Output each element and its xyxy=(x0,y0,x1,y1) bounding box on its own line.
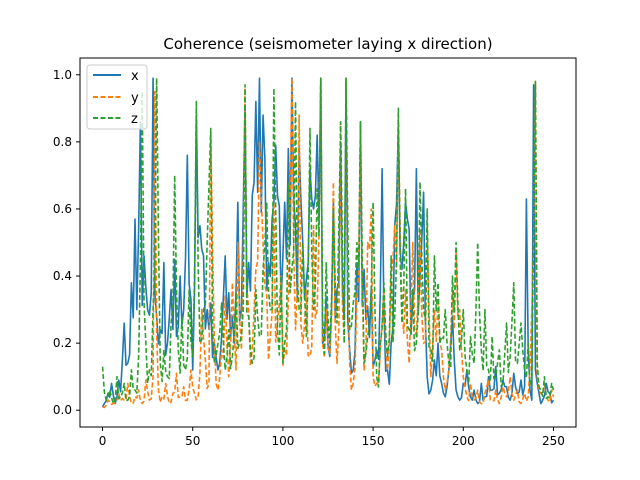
y-tick-label: 0.8 xyxy=(53,135,72,149)
series-lines xyxy=(101,77,555,409)
y-tick-label: 0.4 xyxy=(53,269,72,283)
series-line-z xyxy=(101,77,555,405)
legend-label-z: z xyxy=(131,112,138,127)
plot-area xyxy=(101,77,555,409)
legend: x y z xyxy=(86,64,148,130)
y-tick-label: 0.0 xyxy=(53,403,72,417)
y-tick-label: 0.2 xyxy=(53,336,72,350)
y-tick-label: 1.0 xyxy=(53,68,72,82)
legend-label-x: x xyxy=(131,69,139,84)
axes-frame xyxy=(79,57,577,428)
x-tick-label: 0 xyxy=(99,434,107,448)
y-axis: 0.0 0.2 0.4 0.6 0.8 1.0 xyxy=(53,68,80,417)
x-tick-label: 100 xyxy=(271,434,294,448)
x-tick-label: 150 xyxy=(362,434,385,448)
x-tick-label: 250 xyxy=(542,434,565,448)
chart-title: Coherence (seismometer laying x directio… xyxy=(163,35,492,53)
legend-label-y: y xyxy=(131,91,139,106)
y-tick-label: 0.6 xyxy=(53,202,72,216)
x-tick-label: 200 xyxy=(452,434,475,448)
x-axis: 0 50 100 150 200 250 xyxy=(99,427,565,448)
x-tick-label: 50 xyxy=(185,434,200,448)
series-line-y xyxy=(102,77,555,409)
